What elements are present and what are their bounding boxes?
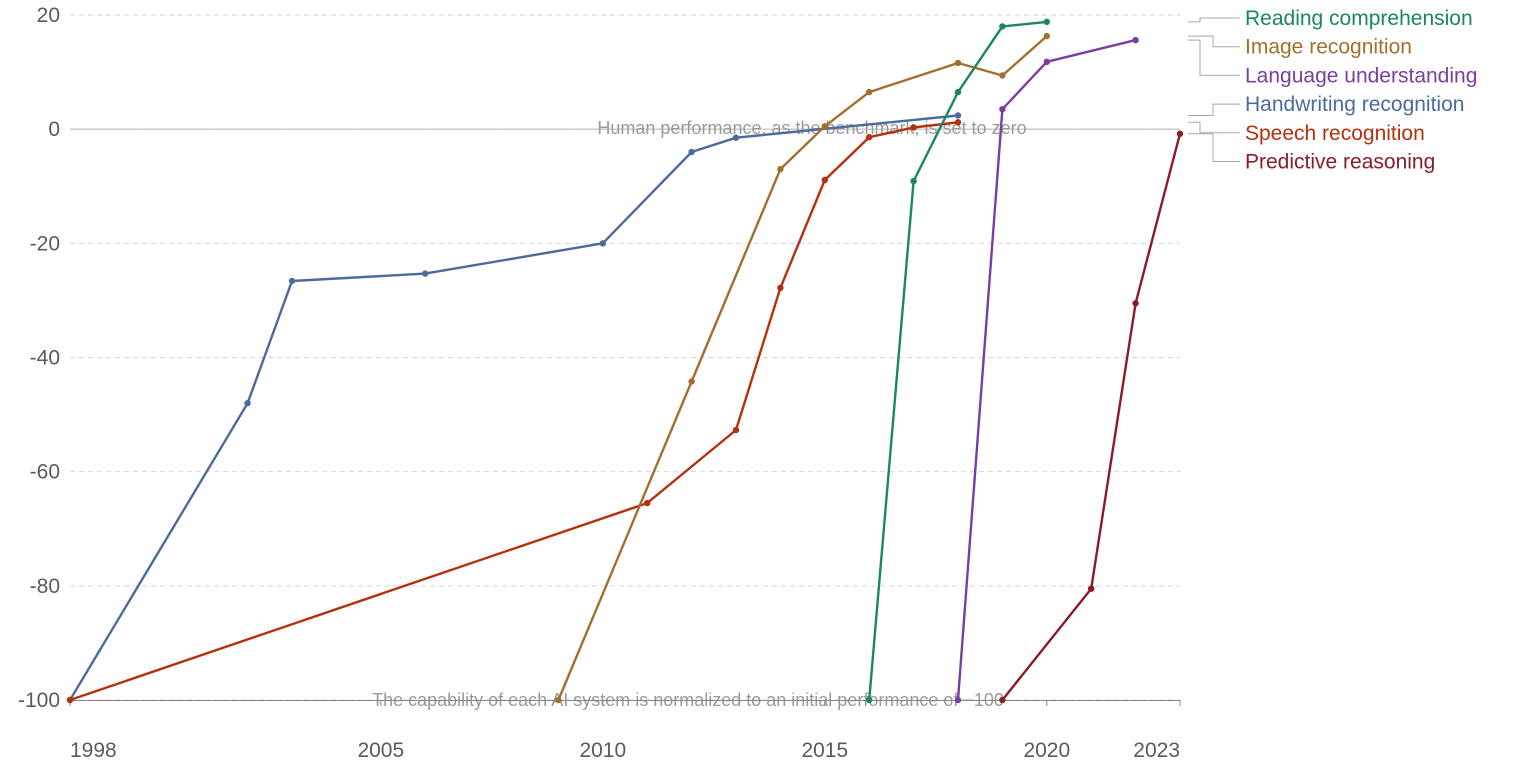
series-line-speech-recognition xyxy=(69,121,959,702)
y-tick-label: -60 xyxy=(30,461,60,484)
data-point xyxy=(66,696,74,704)
data-point xyxy=(777,165,784,173)
data-point xyxy=(954,88,962,96)
series-line-predictive-reasoning xyxy=(1001,133,1182,701)
legend-label: Speech recognition xyxy=(1245,122,1425,145)
data-point xyxy=(644,499,651,507)
data-point xyxy=(999,696,1006,704)
x-tick-label: 1998 xyxy=(70,739,117,762)
x-tick-label: 2023 xyxy=(1133,739,1180,762)
data-point xyxy=(555,696,562,704)
data-point xyxy=(1088,585,1095,592)
data-point xyxy=(288,277,296,285)
data-point xyxy=(999,23,1006,30)
data-point xyxy=(821,176,828,184)
legend-connector xyxy=(1188,121,1240,134)
series-line-language-understanding xyxy=(956,38,1136,701)
data-point xyxy=(999,105,1006,113)
series-language-understanding xyxy=(954,36,1139,704)
legend-label: Image recognition xyxy=(1245,36,1412,59)
data-point xyxy=(1132,36,1139,44)
series-image-recognition xyxy=(555,32,1051,704)
data-point xyxy=(954,59,962,67)
y-tick-label: -40 xyxy=(30,347,60,370)
legend-connector xyxy=(1188,103,1240,116)
data-point xyxy=(910,177,917,185)
data-point xyxy=(866,696,873,704)
data-point xyxy=(732,426,740,434)
data-point xyxy=(732,134,740,141)
series-predictive-reasoning xyxy=(999,130,1184,704)
zero-line-annotation: Human performance, as the benchmark, is … xyxy=(597,118,1026,138)
y-tick-label: 0 xyxy=(48,118,60,141)
legend-connector xyxy=(1188,39,1240,76)
legend-label: Predictive reasoning xyxy=(1245,151,1435,174)
data-point xyxy=(821,123,828,130)
data-point xyxy=(866,133,873,141)
legend-label: Language understanding xyxy=(1245,64,1477,87)
data-point xyxy=(954,119,962,126)
data-point xyxy=(244,399,251,407)
data-point xyxy=(910,124,917,131)
data-point xyxy=(777,284,784,292)
data-point xyxy=(1043,58,1051,66)
legend-connector xyxy=(1188,35,1240,48)
series-reading-comprehension xyxy=(866,18,1051,704)
data-point xyxy=(954,112,962,119)
series-lines xyxy=(66,18,1184,704)
data-point xyxy=(688,378,695,385)
y-tick-label: -80 xyxy=(30,575,60,598)
data-point xyxy=(1043,32,1051,40)
data-point xyxy=(954,696,962,704)
data-point xyxy=(1043,18,1051,26)
legend: Reading comprehension Image recognition La… xyxy=(1188,7,1477,174)
x-tick-label: 2020 xyxy=(1023,739,1070,762)
data-point xyxy=(1132,300,1139,307)
y-tick-label: -20 xyxy=(30,232,60,255)
y-tick-label: 20 xyxy=(37,4,60,27)
data-point xyxy=(688,148,695,156)
legend-connector xyxy=(1188,17,1240,23)
data-point xyxy=(999,72,1006,79)
data-point xyxy=(1176,130,1184,137)
series-line-image-recognition xyxy=(557,35,1048,701)
data-point xyxy=(422,270,429,277)
y-tick-label: -100 xyxy=(18,689,60,712)
axes: -100 -80 -60 -40 -20 0 20 1998 2005 2010 2015 2020 2… xyxy=(18,4,1181,762)
legend-label: Handwriting recognition xyxy=(1245,93,1464,116)
legend-label: Reading comprehension xyxy=(1245,7,1473,30)
x-tick-label: 2010 xyxy=(579,739,626,762)
data-point xyxy=(599,240,606,247)
annotations: Human performance, as the benchmark, is … xyxy=(372,118,1027,710)
data-point xyxy=(866,88,873,96)
series-speech-recognition xyxy=(66,119,962,704)
x-tick-label: 2015 xyxy=(801,739,848,762)
series-line-handwriting-recognition xyxy=(68,114,959,701)
legend-connector xyxy=(1188,133,1240,162)
x-tick-label: 2005 xyxy=(357,739,404,762)
series-handwriting-recognition xyxy=(66,112,962,704)
